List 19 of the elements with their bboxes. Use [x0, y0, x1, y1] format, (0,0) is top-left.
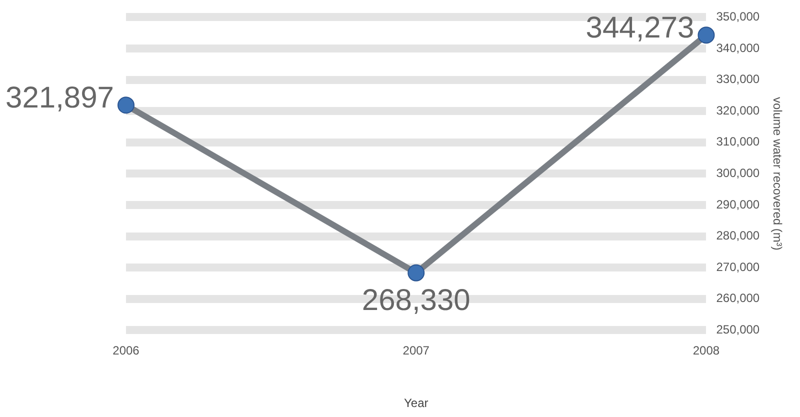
y-tick-label: 270,000: [716, 260, 760, 274]
x-axis-title: Year: [404, 396, 428, 410]
y-tick-label: 330,000: [716, 72, 760, 86]
y-tick-label: 340,000: [716, 40, 760, 55]
data-label: 268,330: [362, 284, 470, 318]
x-tick-label: 2007: [402, 344, 430, 358]
y-tick-label: 320,000: [716, 103, 760, 118]
y-tick-label: 250,000: [716, 322, 760, 337]
y-tick-label: 290,000: [716, 197, 760, 212]
x-tick-label: 2006: [112, 344, 140, 358]
y-tick-label: 260,000: [716, 291, 760, 306]
y-tick-label: 350,000: [716, 10, 760, 24]
y-axis-title: volume water recovered (m³): [770, 97, 784, 250]
y-tick-label: 300,000: [716, 166, 760, 180]
y-tick-label: 310,000: [716, 134, 760, 149]
y-tick-label: 280,000: [716, 228, 760, 243]
data-label: 321,897: [6, 81, 114, 114]
x-tick-label: 2008: [692, 344, 720, 358]
data-label: 344,273: [586, 11, 694, 44]
